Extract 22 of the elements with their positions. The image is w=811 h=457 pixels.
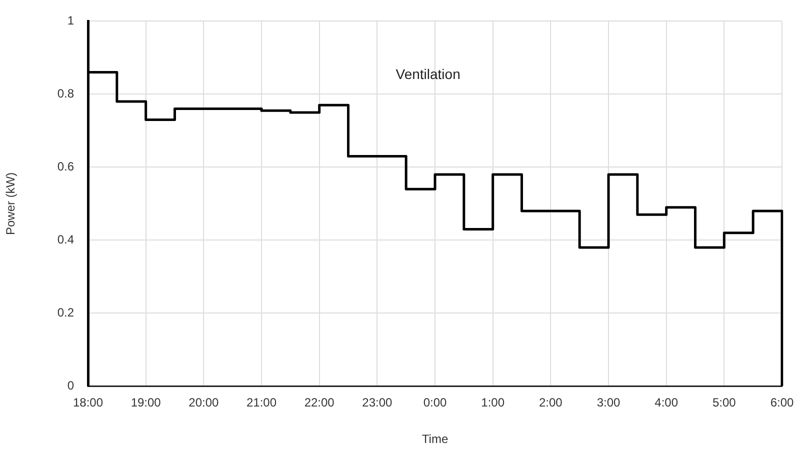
y-tick-label: 0.6 [57, 160, 74, 174]
x-tick-label: 23:00 [362, 396, 393, 410]
x-tick-label: 3:00 [596, 396, 620, 410]
y-tick-label: 0.8 [57, 86, 74, 101]
x-tick-label: 5:00 [712, 396, 736, 410]
y-tick-label: 0 [67, 378, 74, 393]
y-tick-label: 1 [67, 14, 74, 28]
x-tick-label: 1:00 [481, 396, 505, 410]
x-tick-label: 2:00 [538, 396, 563, 410]
x-tick-label: 6:00 [770, 396, 794, 410]
x-tick-label: 4:00 [654, 396, 678, 410]
y-tick-label: 0.4 [57, 232, 74, 247]
y-axis-title: Power (kW) [4, 172, 18, 236]
x-axis-title: Time [422, 432, 448, 446]
x-tick-label: 22:00 [304, 396, 335, 410]
x-tick-label: 19:00 [130, 396, 162, 410]
y-tick-label: 0.2 [57, 306, 74, 320]
x-tick-label: 0:00 [423, 396, 447, 410]
text: Ventilation [396, 66, 460, 82]
x-tick-label: 18:00 [72, 396, 104, 410]
x-tick-label: 20:00 [188, 396, 220, 410]
x-tick-label: 21:00 [246, 396, 277, 410]
